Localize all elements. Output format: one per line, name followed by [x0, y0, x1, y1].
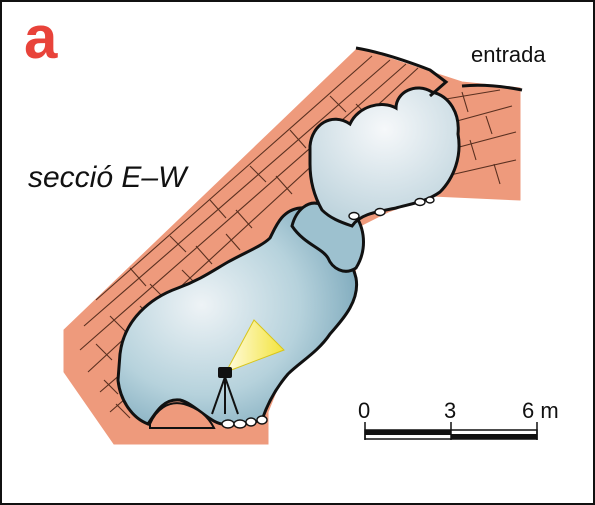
light-cone — [224, 319, 285, 373]
upper-chamber — [308, 86, 461, 228]
scale-label-3: 3 — [444, 398, 457, 423]
section-label: secció E–W — [28, 161, 187, 194]
lower-rock — [149, 402, 216, 429]
scale-bar — [364, 422, 538, 440]
scale-label-6m: 6 m — [522, 398, 559, 423]
panel-label: a — [24, 4, 58, 71]
floor-boulders — [221, 196, 435, 429]
lower-chamber — [116, 206, 359, 426]
camera-tripod-icon — [211, 367, 239, 415]
entrance-label: entrada — [471, 42, 546, 67]
surface-line — [355, 46, 523, 98]
scale-label-0: 0 — [358, 398, 371, 423]
